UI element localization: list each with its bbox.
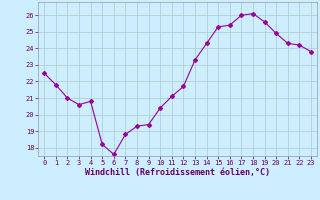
X-axis label: Windchill (Refroidissement éolien,°C): Windchill (Refroidissement éolien,°C) (85, 168, 270, 177)
